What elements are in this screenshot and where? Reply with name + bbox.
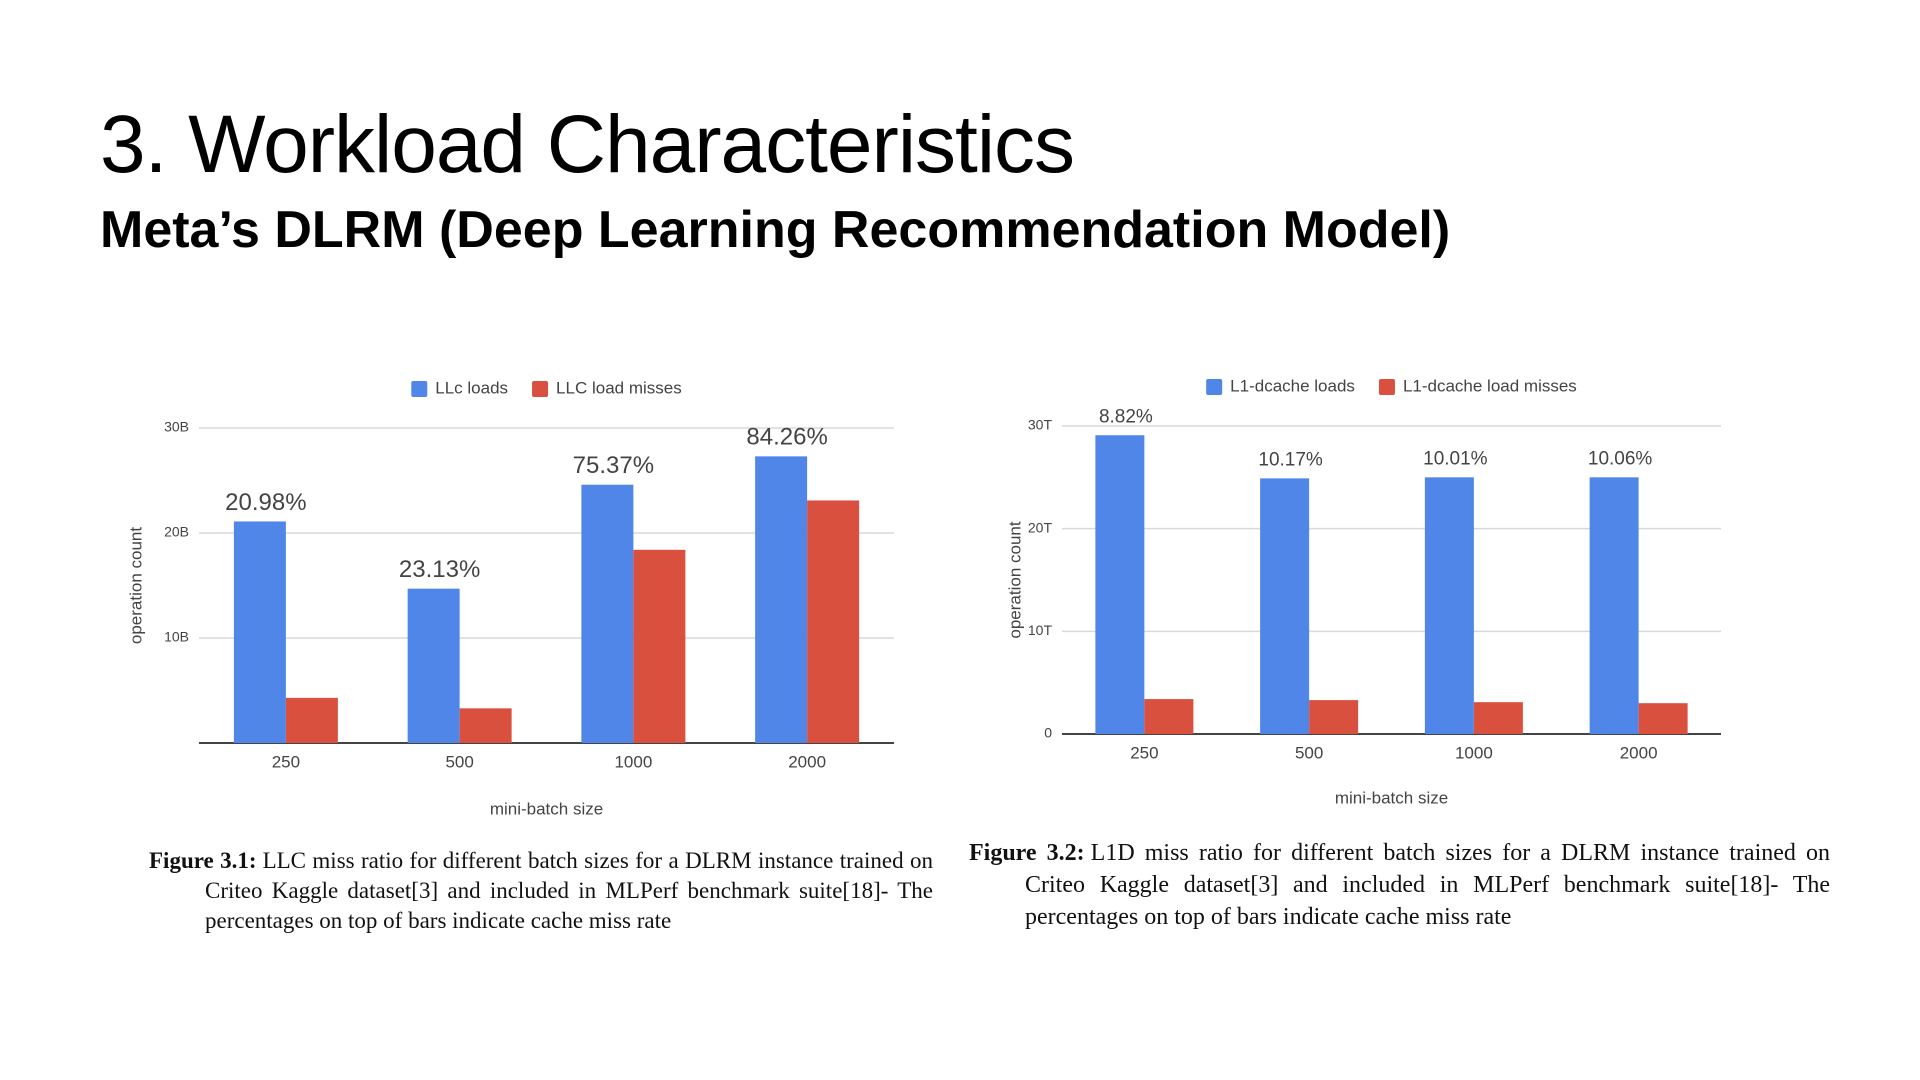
bar [1144, 699, 1194, 734]
x-tick-label: 500 [445, 752, 473, 771]
legend-swatch [1206, 379, 1223, 395]
bar [1424, 477, 1474, 734]
bar [285, 697, 338, 743]
x-tick-label: 2000 [1620, 743, 1658, 762]
x-tick-label: 1000 [614, 752, 652, 771]
legend-label: LLC load misses [556, 378, 682, 397]
caption-text: L1D miss ratio for different batch sizes… [1025, 840, 1830, 930]
x-tick-label: 250 [1130, 743, 1158, 762]
y-tick-label: 10B [164, 629, 189, 645]
y-axis-title: operation count [1005, 521, 1024, 638]
bar [1309, 700, 1359, 734]
bar [755, 456, 808, 743]
bar-annotation: 84.26% [746, 424, 827, 451]
slide-title: 3. Workload Characteristics [100, 99, 1075, 190]
x-axis-title: mini-batch size [490, 799, 603, 818]
caption: Figure 3.1: LLC miss ratio for different … [149, 846, 933, 936]
y-tick-label: 30B [164, 419, 189, 435]
caption-text: LLC miss ratio for different batch sizes… [205, 848, 933, 933]
bar-annotation: 23.13% [399, 556, 480, 583]
x-tick-label: 1000 [1455, 743, 1493, 762]
bar [233, 521, 286, 743]
slide-subtitle: Meta’s DLRM (Deep Learning Recommendatio… [100, 201, 1451, 259]
bar [459, 708, 512, 743]
bar [407, 588, 460, 743]
bar-annotation: 75.37% [573, 452, 654, 479]
y-tick-label: 20T [1028, 519, 1053, 535]
bar [807, 500, 860, 743]
bar-annotation: 10.01% [1423, 448, 1488, 469]
x-tick-label: 250 [272, 752, 300, 771]
bar [581, 484, 634, 743]
y-axis-title: operation count [126, 527, 145, 644]
bar [1589, 477, 1639, 734]
legend-label: L1-dcache loads [1230, 376, 1355, 395]
caption-label: Figure 3.1: [149, 848, 257, 873]
bar-annotation: 10.17% [1258, 449, 1323, 470]
legend-swatch [1378, 379, 1395, 395]
legend-label: LLc loads [435, 378, 508, 397]
y-tick-label: 10T [1028, 622, 1053, 638]
bar [1260, 478, 1310, 734]
bar-annotation: 8.82% [1099, 406, 1153, 427]
x-tick-label: 2000 [788, 752, 826, 771]
x-tick-label: 500 [1295, 743, 1323, 762]
bar [633, 549, 686, 743]
y-tick-label: 30T [1028, 417, 1053, 433]
caption: Figure 3.2: L1D miss ratio for different … [969, 837, 1830, 933]
legend-swatch [411, 381, 428, 397]
bar-annotation: 20.98% [225, 489, 306, 516]
caption-label: Figure 3.2: [969, 840, 1085, 866]
bar [1638, 703, 1688, 734]
bar [1095, 435, 1145, 734]
y-tick-label: 0 [1044, 725, 1052, 741]
bar-annotation: 10.06% [1588, 448, 1653, 469]
bar [1473, 702, 1523, 734]
y-tick-label: 20B [164, 524, 189, 540]
legend-label: L1-dcache load misses [1403, 376, 1577, 395]
x-axis-title: mini-batch size [1335, 788, 1448, 807]
legend-swatch [532, 381, 549, 397]
